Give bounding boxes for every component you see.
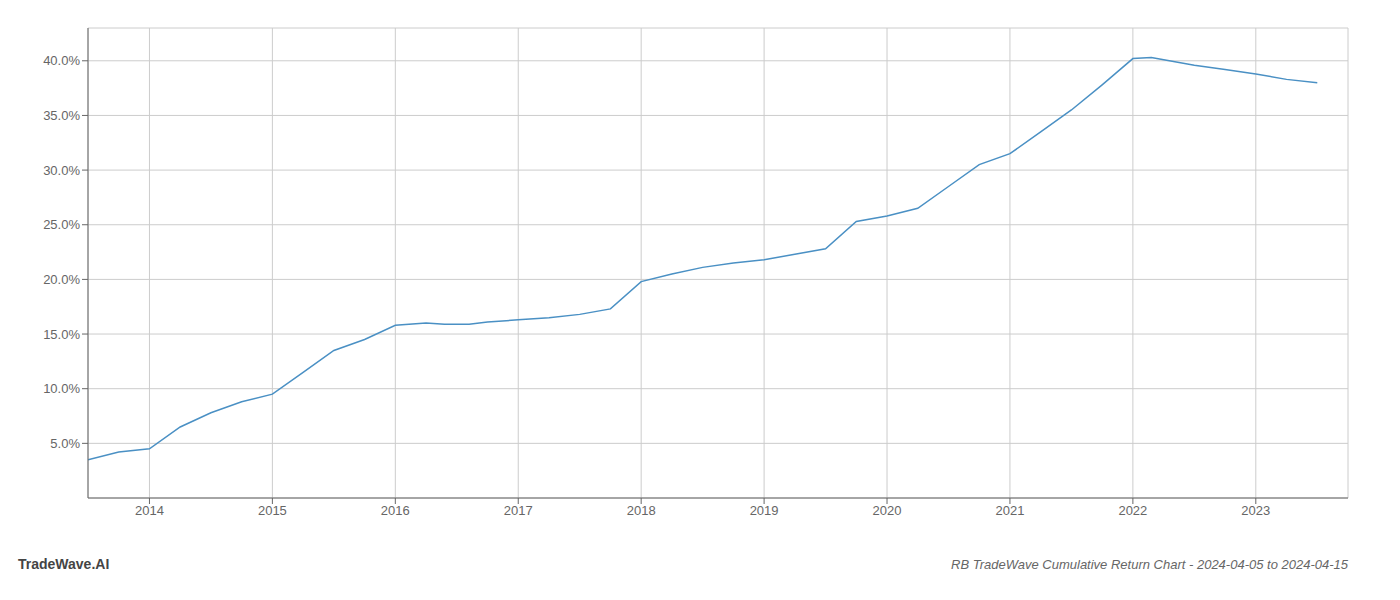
svg-text:25.0%: 25.0% — [43, 217, 80, 232]
svg-text:5.0%: 5.0% — [50, 436, 80, 451]
svg-text:2014: 2014 — [135, 503, 164, 518]
svg-text:2017: 2017 — [504, 503, 533, 518]
svg-text:30.0%: 30.0% — [43, 163, 80, 178]
svg-text:2022: 2022 — [1118, 503, 1147, 518]
html-text:RB TradeWave Cumulative Return: RB TradeWave Cumulative Return Chart - 2… — [951, 557, 1348, 572]
html-text:TradeWave.AI: TradeWave.AI — [18, 556, 110, 572]
svg-text:20.0%: 20.0% — [43, 272, 80, 287]
svg-text:35.0%: 35.0% — [43, 108, 80, 123]
svg-text:10.0%: 10.0% — [43, 381, 80, 396]
svg-text:15.0%: 15.0% — [43, 327, 80, 342]
svg-text:2020: 2020 — [873, 503, 902, 518]
svg-text:2018: 2018 — [627, 503, 656, 518]
svg-text:2015: 2015 — [258, 503, 287, 518]
svg-text:2019: 2019 — [750, 503, 779, 518]
svg-text:40.0%: 40.0% — [43, 53, 80, 68]
svg-text:2021: 2021 — [995, 503, 1024, 518]
svg-text:2023: 2023 — [1241, 503, 1270, 518]
svg-text:2016: 2016 — [381, 503, 410, 518]
